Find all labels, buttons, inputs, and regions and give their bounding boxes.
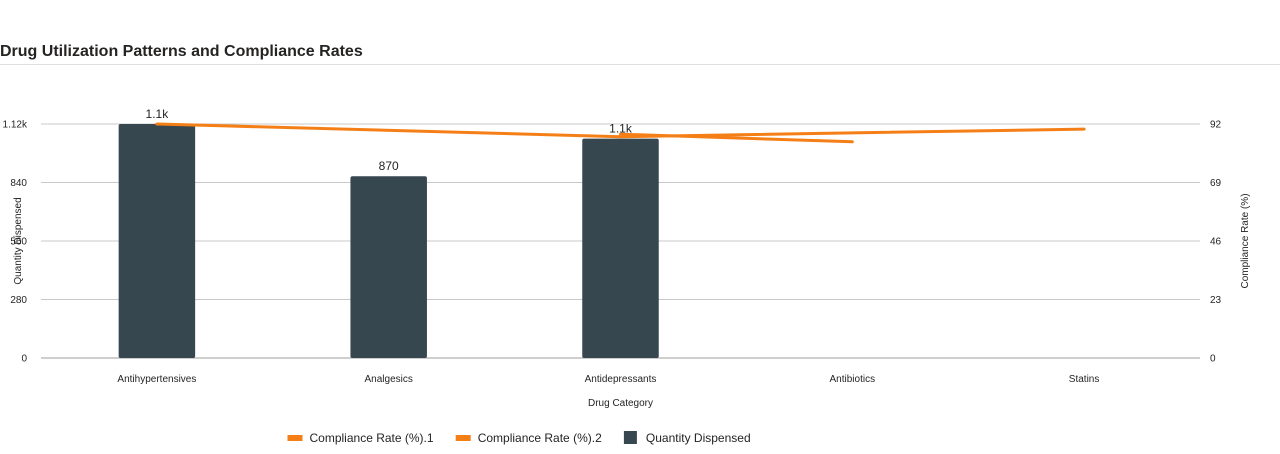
bar-data-label: 1.1k xyxy=(146,107,170,121)
y-tick-label: 560 xyxy=(10,237,27,248)
x-tick-label: Antihypertensives xyxy=(117,374,196,385)
legend-swatch xyxy=(623,431,637,444)
bar xyxy=(350,176,427,358)
bar-data-label: 1.1k xyxy=(609,122,633,136)
line-series xyxy=(619,132,854,144)
y2-tick-label: 69 xyxy=(1210,178,1222,189)
legend-label: Compliance Rate (%).2 xyxy=(478,431,602,445)
y2-tick-label: 0 xyxy=(1210,354,1216,365)
x-tick-label: Analgesics xyxy=(365,374,413,385)
y2-axis-title: Compliance Rate (%) xyxy=(1240,193,1251,288)
x-axis-title: Drug Category xyxy=(588,398,653,409)
y-tick-label: 1.12k xyxy=(3,120,28,131)
chart-header: Drug Utilization Patterns and Compliance… xyxy=(0,40,1280,65)
y-axis-title: Quantity Dispensed xyxy=(13,197,24,284)
y2-tick-label: 92 xyxy=(1210,120,1222,131)
line-series xyxy=(155,122,1086,139)
legend-label: Quantity Dispensed xyxy=(646,431,751,445)
bar xyxy=(582,138,659,358)
chart-title: Drug Utilization Patterns and Compliance… xyxy=(0,43,363,60)
y2-tick-label: 46 xyxy=(1210,237,1222,248)
y-tick-label: 840 xyxy=(10,178,27,189)
y2-tick-label: 23 xyxy=(1210,295,1222,306)
legend-label: Compliance Rate (%).1 xyxy=(310,431,434,445)
y-tick-label: 0 xyxy=(21,354,27,365)
legend-swatch xyxy=(287,435,303,441)
bar xyxy=(118,124,196,358)
x-tick-label: Antibiotics xyxy=(830,374,876,385)
legend-swatch xyxy=(455,435,471,441)
x-tick-label: Statins xyxy=(1069,374,1100,385)
y-tick-label: 280 xyxy=(10,295,27,306)
x-tick-label: Antidepressants xyxy=(585,374,657,385)
bar-data-label: 870 xyxy=(379,159,399,173)
